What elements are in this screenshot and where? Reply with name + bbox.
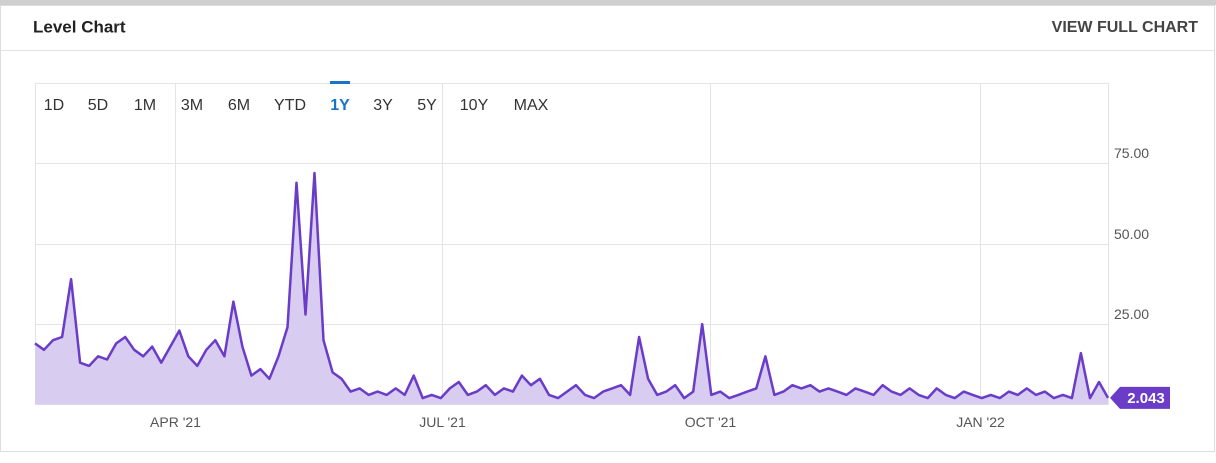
x-tick-label: OCT '21 <box>685 414 737 430</box>
line <box>34 171 1110 400</box>
card-title: Level Chart <box>33 17 126 36</box>
range-button[interactable]: 3M <box>181 97 203 114</box>
range-button[interactable]: YTD <box>274 97 306 114</box>
range-button[interactable]: 1M <box>134 97 156 114</box>
top-bar <box>0 0 1216 5</box>
marks: 2.043 <box>34 171 1170 409</box>
range-button[interactable]: 6M <box>228 97 250 114</box>
y-tick-label: 75.00 <box>1114 145 1149 161</box>
grid: APR '21 JUL '21 OCT '21 JAN '22 25.00 50.00 75… <box>35 83 1149 430</box>
active-indicator <box>330 81 350 84</box>
x-tick-label: JUL '21 <box>419 414 466 430</box>
range-button[interactable]: 3Y <box>373 97 393 114</box>
range-button[interactable]: 5D <box>88 97 108 114</box>
range-button[interactable]: 5Y <box>417 97 437 114</box>
range-button[interactable]: 1Y <box>330 97 350 114</box>
x-tick-label: JAN '22 <box>956 414 1005 430</box>
y-tick-label: 25.00 <box>1114 306 1149 322</box>
range-button[interactable]: 10Y <box>460 97 489 114</box>
last-value-label: 2.043 <box>1127 390 1165 407</box>
card-border <box>0 5 1215 452</box>
last-value-tag <box>1110 386 1170 409</box>
view-full-chart-link[interactable]: VIEW FULL CHART <box>1052 19 1199 36</box>
range-button[interactable]: 1D <box>44 97 64 114</box>
range-button[interactable]: MAX <box>514 97 549 114</box>
range-buttons: 1D 5D 1M 3M 6M YTD 1Y 3Y 5Y 10Y MAX <box>44 81 549 114</box>
area-fill <box>35 173 1108 405</box>
y-tick-label: 50.00 <box>1114 226 1149 242</box>
x-tick-label: APR '21 <box>150 414 201 430</box>
